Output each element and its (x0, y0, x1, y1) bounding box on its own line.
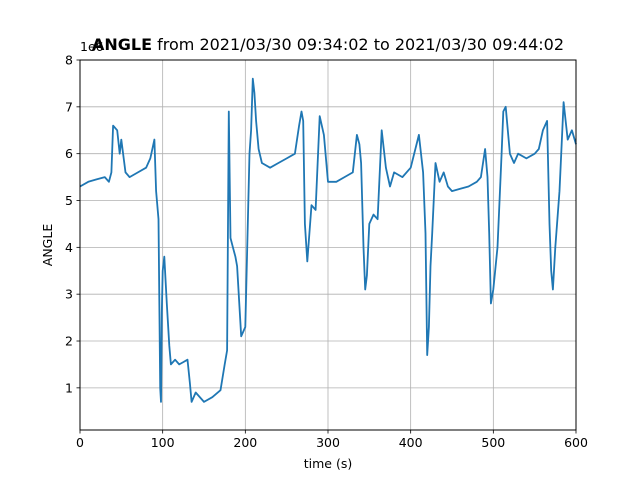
x-axis-ticks: 0 100 200 300 400 500 600 (76, 430, 588, 450)
x-tick-label: 600 (564, 435, 588, 450)
chart-title-bold: ANGLE (92, 35, 152, 54)
chart-title-rest: from 2021/03/30 09:34:02 to 2021/03/30 0… (152, 35, 564, 54)
x-tick-label: 400 (399, 435, 423, 450)
x-tick-label: 200 (233, 435, 257, 450)
x-tick-label: 500 (481, 435, 505, 450)
x-tick-label: 0 (76, 435, 84, 450)
y-offset-label: 1e6 (80, 39, 104, 54)
x-axis-label: time (s) (304, 456, 352, 471)
y-axis-label: ANGLE (40, 224, 55, 267)
y-tick-label: 7 (65, 99, 73, 114)
y-tick-label: 6 (65, 146, 73, 161)
x-tick-label: 300 (316, 435, 340, 450)
y-tick-label: 1 (65, 380, 73, 395)
y-tick-label: 3 (65, 287, 73, 302)
y-tick-label: 2 (65, 334, 73, 349)
y-tick-label: 5 (65, 193, 73, 208)
axes-frame (79, 59, 577, 431)
y-tick-label: 8 (65, 53, 73, 68)
angle-series-line (79, 77, 577, 403)
y-tick-label: 4 (65, 240, 73, 255)
plot-area (79, 77, 577, 403)
y-axis-ticks: 1 2 3 4 5 6 7 8 (65, 53, 80, 395)
chart-title: ANGLE from 2021/03/30 09:34:02 to 2021/0… (92, 35, 564, 54)
x-tick-label: 100 (151, 435, 175, 450)
